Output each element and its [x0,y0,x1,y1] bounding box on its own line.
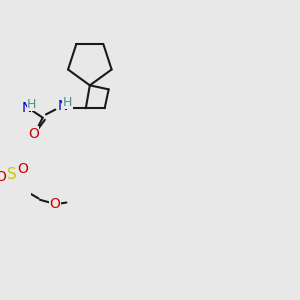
Text: O: O [50,197,60,211]
Text: S: S [7,167,16,182]
Text: N: N [21,101,32,115]
Text: N: N [58,99,68,113]
Text: H: H [63,96,72,109]
Text: H: H [27,98,37,111]
Text: O: O [0,170,6,184]
Text: O: O [18,162,28,176]
Text: O: O [28,127,39,141]
